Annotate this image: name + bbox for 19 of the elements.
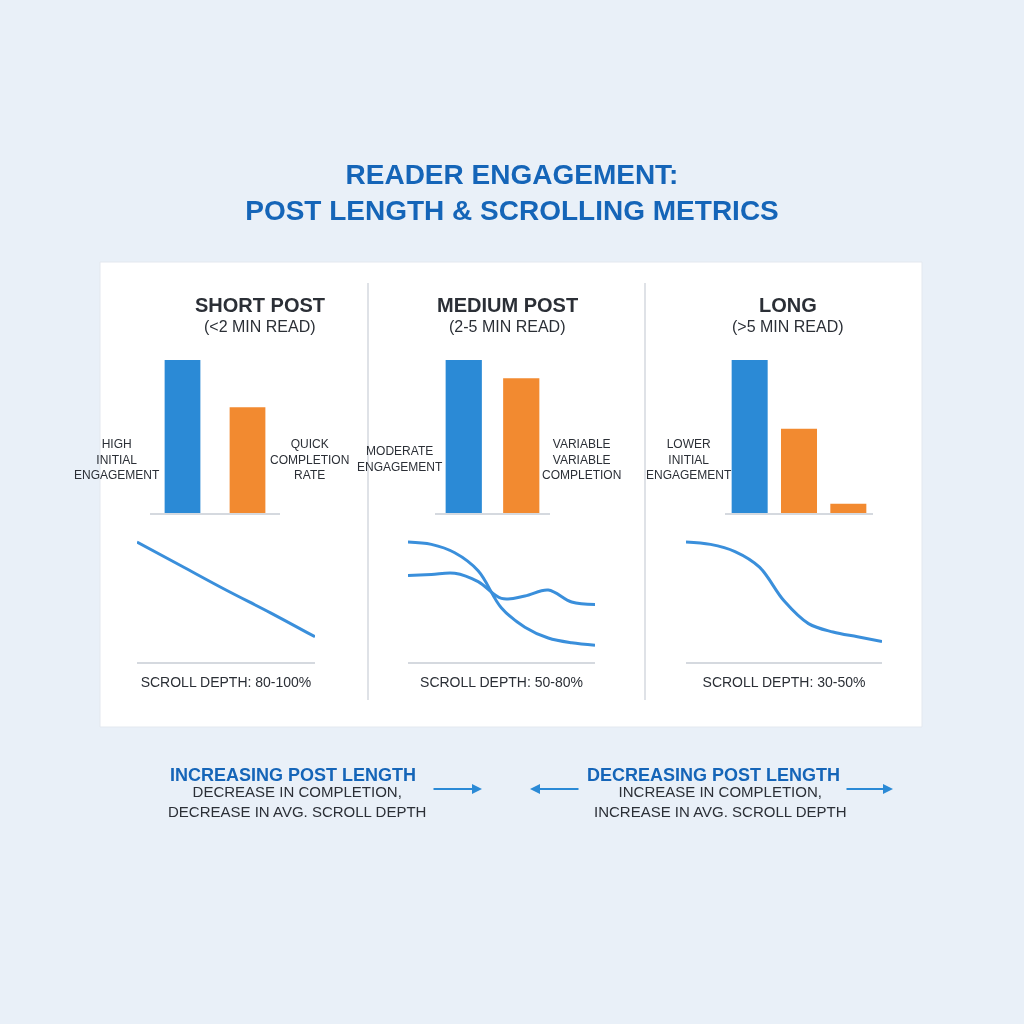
annotation: VARIABLE VARIABLE COMPLETION bbox=[542, 437, 622, 483]
x-axis-title: SCROLL DEPTH: 80-100% bbox=[140, 673, 312, 690]
chart-title: SHORT POST bbox=[195, 294, 326, 316]
x-axis-title: SCROLL DEPTH: 30-50% bbox=[702, 673, 866, 690]
x-axis-title: SCROLL DEPTH: 50-80% bbox=[420, 673, 583, 690]
text: DECREASING POST LENGTH bbox=[587, 765, 841, 785]
chart-subtitle: (>5 MIN READ) bbox=[732, 318, 844, 335]
chart-subtitle: (2-5 MIN READ) bbox=[449, 318, 566, 335]
annotation: LOWER INITIAL ENGAGEMENT bbox=[646, 437, 733, 483]
text: DECREASE IN COMPLETION, DECREASE IN AVG. SCROLL DEPTH bbox=[168, 783, 427, 820]
annotation: MODERATE ENGAGEMENT bbox=[357, 444, 444, 474]
annotation: QUICK COMPLETION RATE bbox=[270, 437, 350, 483]
text: INCREASING POST LENGTH bbox=[170, 765, 417, 785]
chart-title: LONG bbox=[759, 294, 817, 316]
annotation: HIGH INITIAL ENGAGEMENT bbox=[74, 437, 161, 483]
chart-subtitle: (<2 MIN READ) bbox=[204, 318, 316, 335]
text: READER ENGAGEMENT: POST LENGTH & SCROLLING METRICS bbox=[245, 159, 779, 227]
chart-title: MEDIUM POST bbox=[437, 294, 579, 316]
text: INCREASE IN COMPLETION, INCREASE IN AVG. SCROLL DEPTH bbox=[594, 783, 847, 820]
